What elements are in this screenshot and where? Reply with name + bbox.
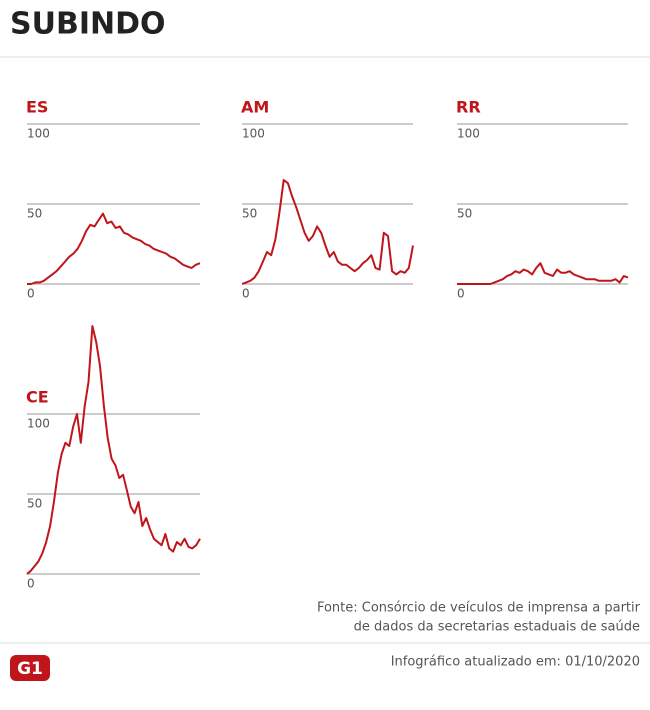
updated: Infográfico atualizado em: 01/10/2020 [391, 655, 640, 670]
chart-title: ES [26, 98, 48, 117]
y-tick-label: 50 [457, 207, 472, 221]
y-tick-label: 50 [27, 497, 42, 511]
y-tick-label: 50 [242, 207, 257, 221]
y-tick-label: 100 [242, 127, 265, 141]
chart-title: CE [26, 388, 49, 407]
y-tick-label: 50 [27, 207, 42, 221]
y-tick-label: 100 [27, 127, 50, 141]
y-tick-label: 0 [457, 287, 465, 301]
y-tick-label: 100 [457, 127, 480, 141]
y-tick-label: 0 [242, 287, 250, 301]
logo-box [10, 655, 50, 681]
source-line: de dados da secretarias estaduais de saú… [354, 620, 640, 635]
data-line [457, 262, 629, 285]
chart-title: AM [241, 98, 269, 117]
chart-title: RR [456, 98, 481, 117]
data-line [27, 212, 201, 285]
data-line [241, 179, 414, 285]
page-title: SUBINDO [10, 7, 166, 42]
y-tick-label: 100 [27, 417, 50, 431]
data-line [26, 325, 201, 575]
y-tick-label: 0 [27, 287, 35, 301]
logo: G1 [17, 659, 43, 679]
y-tick-label: 0 [27, 577, 35, 591]
source-line: Fonte: Consórcio de veículos de imprensa… [317, 601, 641, 616]
